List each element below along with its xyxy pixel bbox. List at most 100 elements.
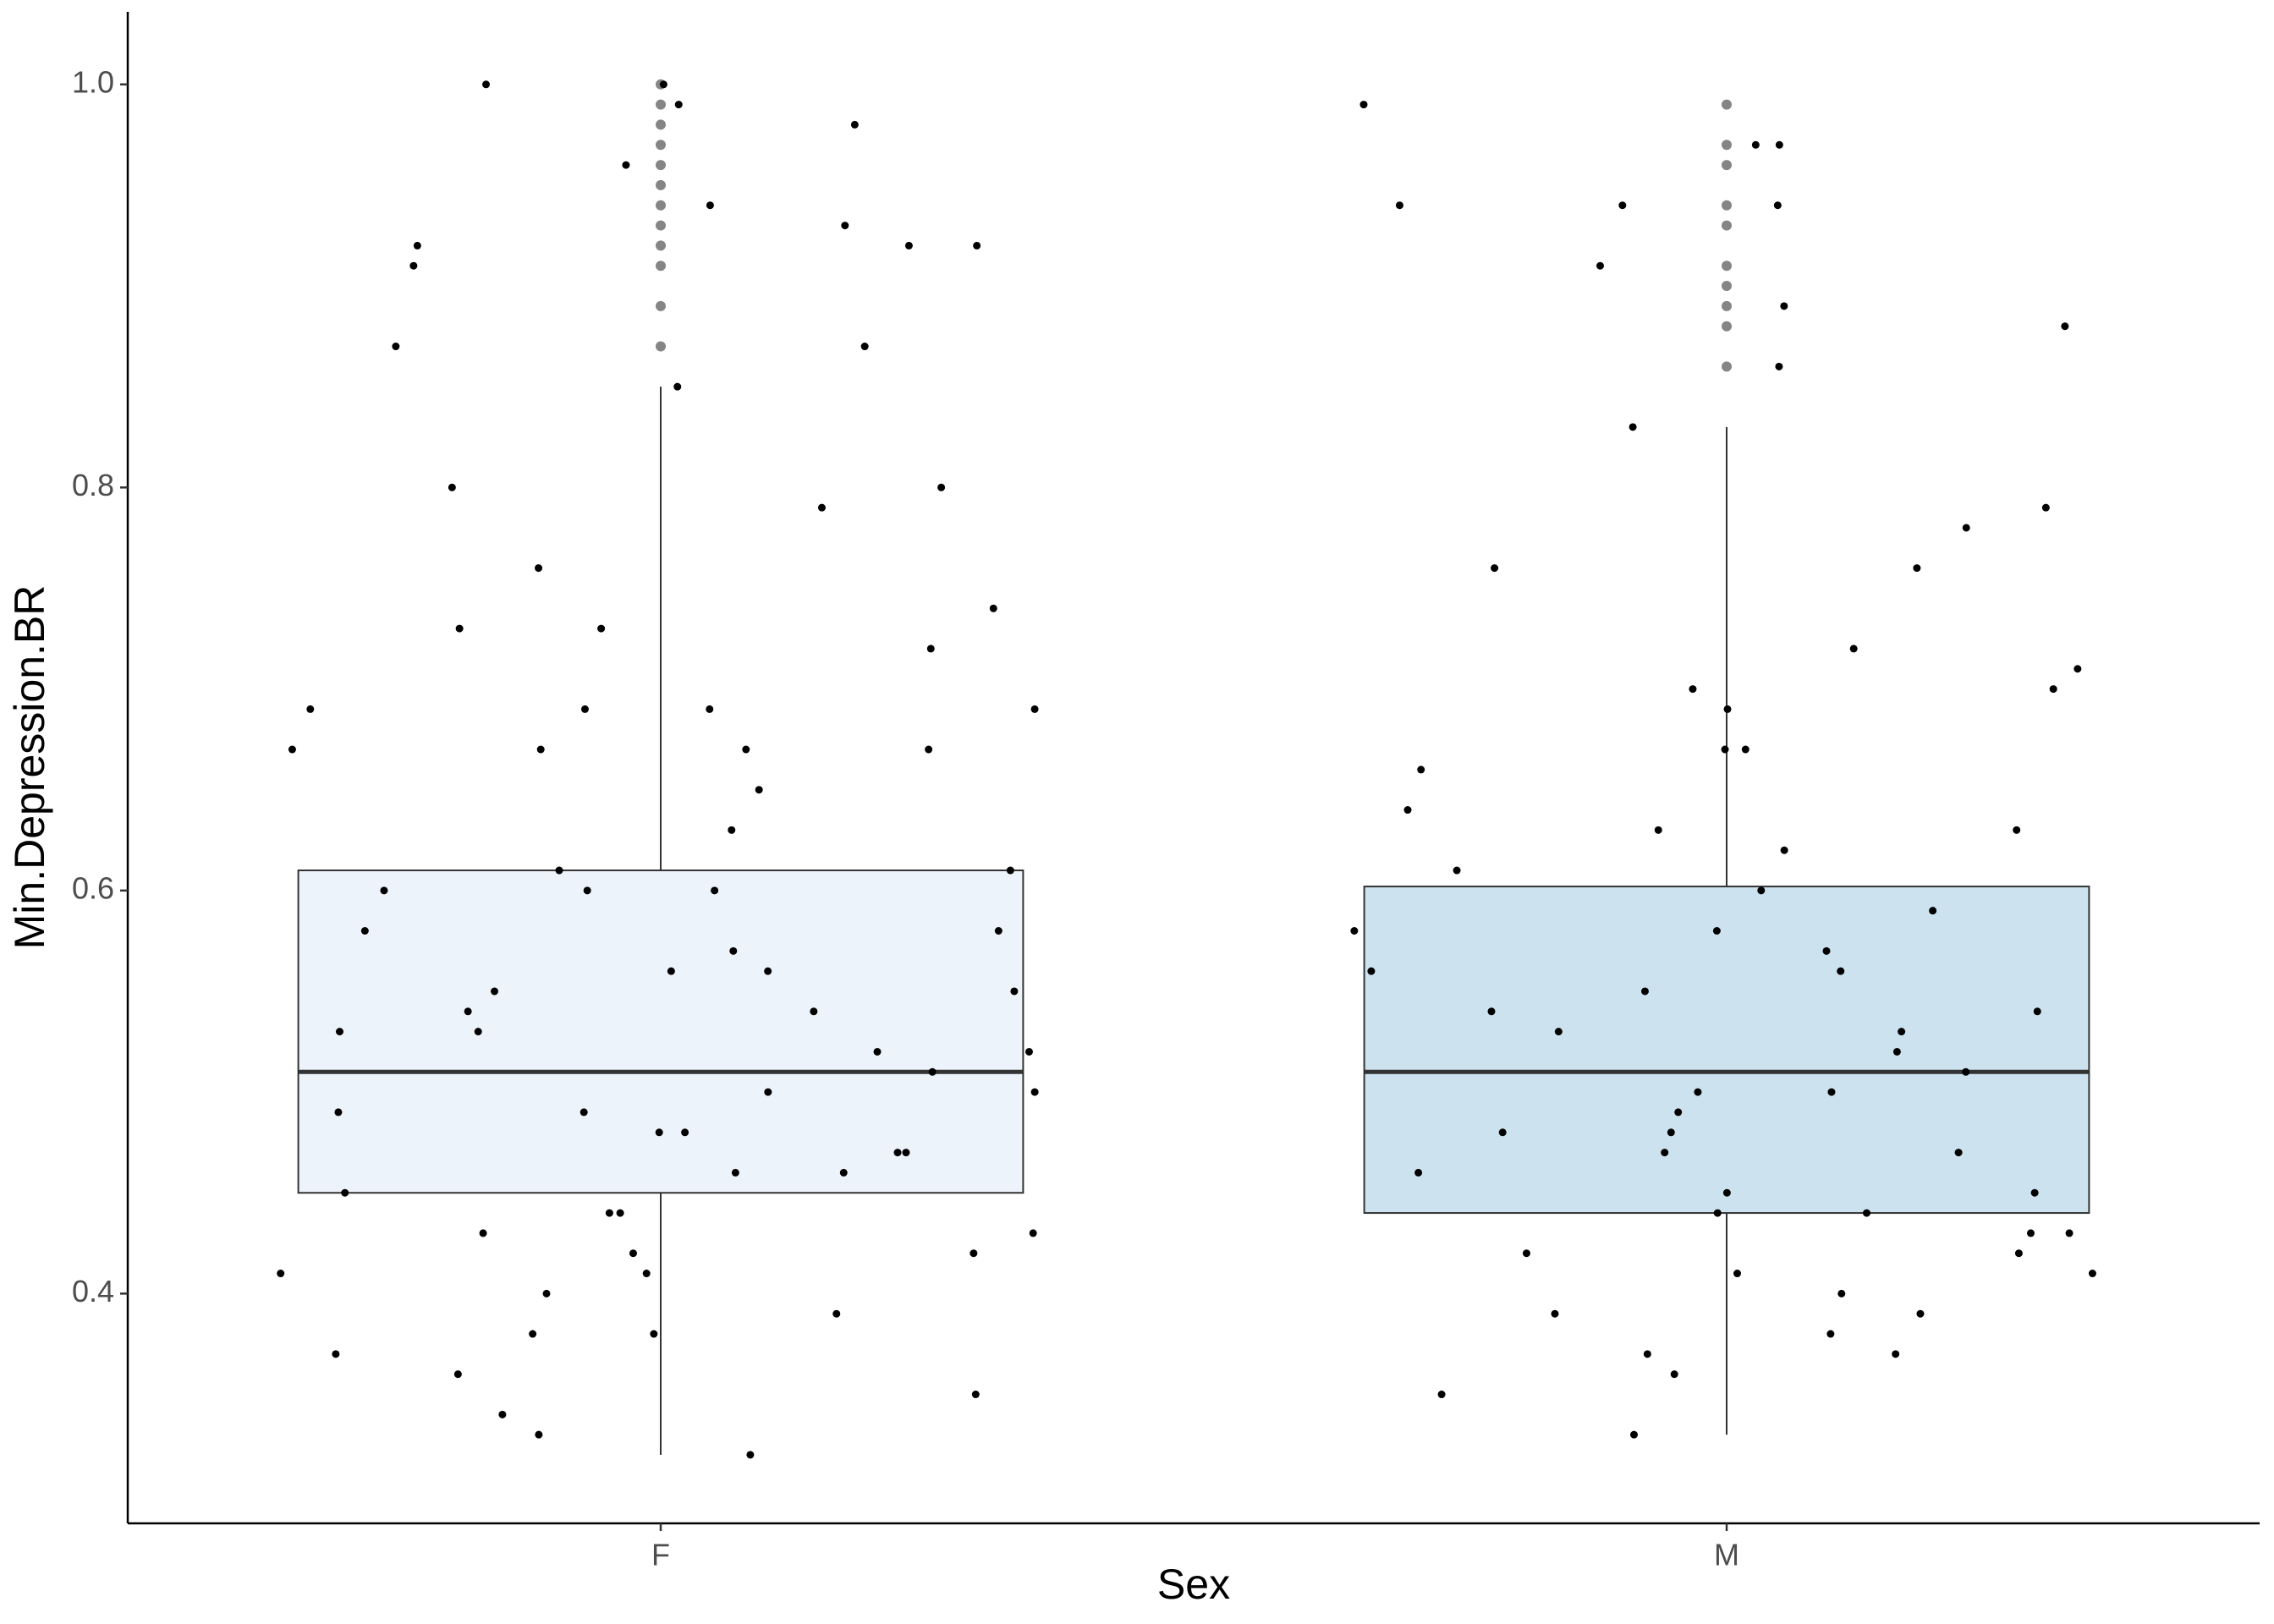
point xyxy=(2033,1007,2041,1016)
point xyxy=(605,1209,613,1217)
point xyxy=(2013,826,2021,834)
point xyxy=(642,1270,651,1278)
point xyxy=(597,624,606,633)
point xyxy=(1757,886,1766,895)
point xyxy=(2026,1229,2035,1237)
point xyxy=(1010,987,1019,996)
point xyxy=(1822,946,1831,955)
point xyxy=(1913,564,1921,573)
point xyxy=(1629,423,1637,431)
outlier xyxy=(656,119,666,130)
point xyxy=(1025,1047,1034,1056)
point xyxy=(529,1330,537,1338)
point xyxy=(742,745,750,754)
point xyxy=(1741,745,1749,754)
point xyxy=(746,1451,755,1459)
outlier xyxy=(656,240,666,251)
point xyxy=(1667,1128,1675,1137)
outlier xyxy=(656,261,666,272)
point xyxy=(1491,564,1499,573)
point xyxy=(925,745,933,754)
point xyxy=(1689,685,1697,694)
point xyxy=(288,745,296,754)
point xyxy=(1712,926,1721,935)
point xyxy=(360,926,369,935)
point xyxy=(579,1108,588,1116)
point xyxy=(1962,524,1970,532)
point xyxy=(711,886,719,895)
point xyxy=(969,1249,978,1258)
point xyxy=(728,826,736,834)
point xyxy=(926,645,935,653)
point xyxy=(498,1410,507,1418)
point xyxy=(1629,1430,1638,1439)
point xyxy=(1863,1209,1871,1217)
point xyxy=(850,120,859,129)
x-tick-label: M xyxy=(1714,1538,1739,1572)
point xyxy=(706,201,714,210)
point xyxy=(1487,1007,1496,1016)
point xyxy=(673,382,682,391)
point xyxy=(1522,1249,1530,1258)
point xyxy=(1826,1330,1835,1338)
point xyxy=(1780,846,1788,854)
point xyxy=(622,161,630,169)
box xyxy=(297,870,1024,1194)
y-axis-title: Min.Depression.BR xyxy=(6,585,53,950)
point xyxy=(1827,1088,1836,1096)
point xyxy=(873,1047,882,1056)
outlier xyxy=(656,160,666,171)
point xyxy=(1849,645,1858,653)
point xyxy=(479,1229,487,1237)
point xyxy=(1775,140,1783,149)
point xyxy=(1916,1309,1925,1318)
y-tick-label: 1.0 xyxy=(72,64,114,99)
outlier xyxy=(1722,281,1732,292)
outlier xyxy=(1722,99,1732,110)
point xyxy=(1551,1309,1559,1318)
point xyxy=(1596,261,1604,270)
y-tick-label: 0.8 xyxy=(72,468,114,502)
point xyxy=(1554,1028,1563,1036)
point xyxy=(681,1128,689,1137)
point xyxy=(810,1007,818,1016)
outlier xyxy=(1722,300,1732,311)
outlier xyxy=(656,220,666,231)
point xyxy=(335,1028,343,1036)
point xyxy=(542,1289,551,1298)
point xyxy=(2088,1270,2096,1278)
point xyxy=(2041,503,2050,512)
point xyxy=(1892,1350,1900,1358)
point xyxy=(1929,907,1937,915)
point xyxy=(2061,322,2069,331)
point xyxy=(755,786,763,794)
point xyxy=(453,1370,462,1379)
point xyxy=(616,1209,624,1217)
outlier xyxy=(656,200,666,211)
outlier xyxy=(656,341,666,352)
point xyxy=(580,705,589,713)
point xyxy=(464,1007,472,1016)
point xyxy=(448,483,456,491)
point xyxy=(731,1168,739,1177)
point xyxy=(1395,201,1403,210)
point xyxy=(2049,685,2057,694)
point xyxy=(1751,140,1760,149)
point xyxy=(1654,826,1662,834)
box xyxy=(1363,886,2090,1215)
point xyxy=(334,1108,343,1116)
point xyxy=(1721,745,1729,754)
point xyxy=(535,1430,543,1439)
point xyxy=(832,1309,841,1318)
point xyxy=(1453,866,1461,875)
point xyxy=(674,101,683,109)
point xyxy=(1773,201,1782,210)
point xyxy=(341,1188,349,1197)
point xyxy=(1713,1209,1722,1217)
point xyxy=(409,261,418,270)
outlier xyxy=(1722,321,1732,332)
point xyxy=(650,1330,658,1338)
point xyxy=(841,222,849,230)
point xyxy=(1640,987,1649,996)
outlier xyxy=(1722,200,1732,211)
